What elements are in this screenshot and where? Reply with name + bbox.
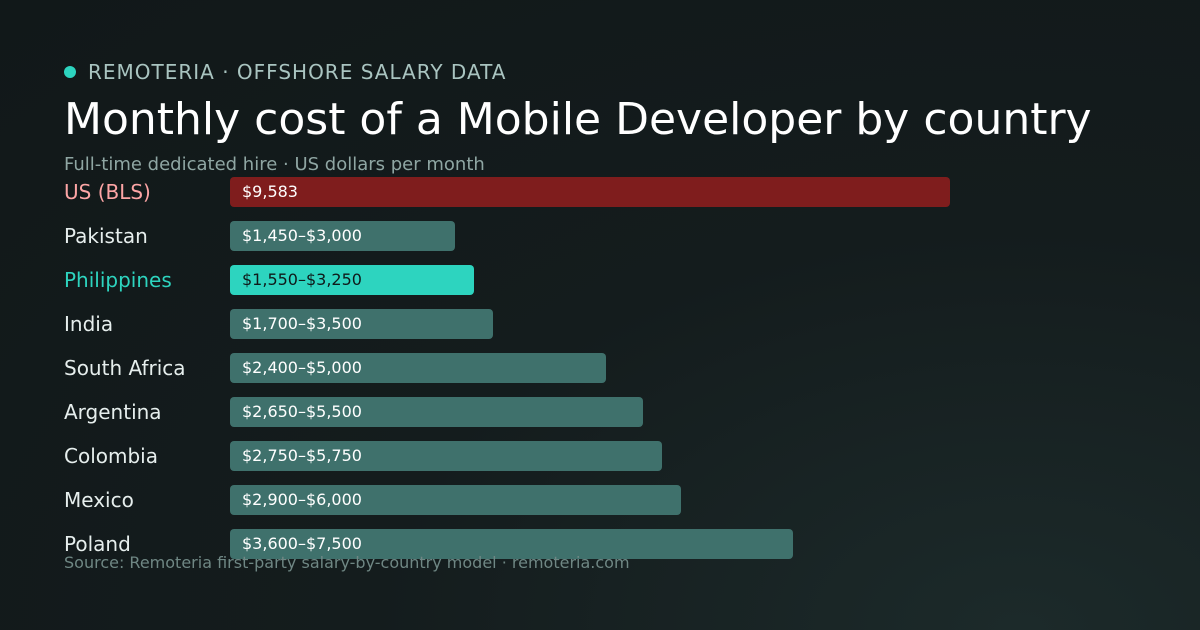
bar-value-label-us-bls: $9,583 <box>242 182 298 201</box>
chart-title: Monthly cost of a Mobile Developer by co… <box>64 94 1092 145</box>
country-label-argentina: Argentina <box>64 400 162 424</box>
brand-text: REMOTERIA · OFFSHORE SALARY DATA <box>88 60 507 84</box>
country-label-india: India <box>64 312 114 336</box>
country-label-south-africa: South Africa <box>64 356 186 380</box>
country-label-philippines: Philippines <box>64 268 172 292</box>
bar-colombia: $2,750–$5,750 <box>230 441 662 471</box>
bar-value-label-india: $1,700–$3,500 <box>242 314 362 333</box>
bar-poland: $3,600–$7,500 <box>230 529 793 559</box>
brand-dot-icon <box>64 66 76 78</box>
bar-value-label-poland: $3,600–$7,500 <box>242 534 362 553</box>
bar-south-africa: $2,400–$5,000 <box>230 353 606 383</box>
bar-mexico: $2,900–$6,000 <box>230 485 681 515</box>
source-note: Source: Remoteria first-party salary-by-… <box>64 553 630 572</box>
country-label-us-bls: US (BLS) <box>64 180 151 204</box>
bar-india: $1,700–$3,500 <box>230 309 493 339</box>
country-label-poland: Poland <box>64 532 131 556</box>
bar-pakistan: $1,450–$3,000 <box>230 221 455 251</box>
chart-subtitle: Full-time dedicated hire · US dollars pe… <box>64 154 485 175</box>
country-label-colombia: Colombia <box>64 444 158 468</box>
bar-us-bls: $9,583 <box>230 177 950 207</box>
bar-value-label-mexico: $2,900–$6,000 <box>242 490 362 509</box>
bar-value-label-pakistan: $1,450–$3,000 <box>242 226 362 245</box>
bar-value-label-philippines: $1,550–$3,250 <box>242 270 362 289</box>
bar-value-label-south-africa: $2,400–$5,000 <box>242 358 362 377</box>
country-label-pakistan: Pakistan <box>64 224 148 248</box>
country-label-mexico: Mexico <box>64 488 134 512</box>
bar-value-label-colombia: $2,750–$5,750 <box>242 446 362 465</box>
bar-argentina: $2,650–$5,500 <box>230 397 643 427</box>
brand-line: REMOTERIA · OFFSHORE SALARY DATA <box>64 60 506 84</box>
bar-philippines: $1,550–$3,250 <box>230 265 474 295</box>
bar-value-label-argentina: $2,650–$5,500 <box>242 402 362 421</box>
